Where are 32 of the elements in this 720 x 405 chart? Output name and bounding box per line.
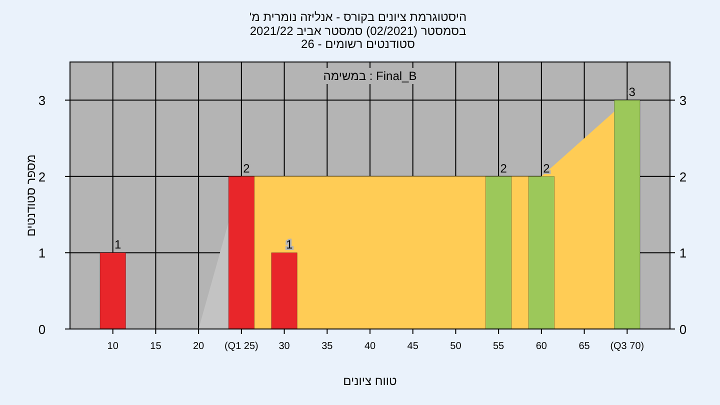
annotation: במשימה : Final_B bbox=[323, 69, 417, 83]
x-tick-label: (Q3 70) bbox=[610, 341, 644, 352]
data-label: 2 bbox=[243, 161, 250, 176]
y2-tick-label: 2 bbox=[679, 169, 687, 184]
y2-tick-label: 3 bbox=[679, 93, 687, 108]
x-tick-label: 55 bbox=[493, 341, 505, 352]
y-tick-label: 0 bbox=[38, 322, 46, 337]
y-tick-label: 1 bbox=[38, 246, 46, 261]
y-axis-title: מספר סטודנטים bbox=[24, 154, 38, 237]
x-tick-label: 50 bbox=[450, 341, 462, 352]
x-tick-label: 20 bbox=[193, 341, 205, 352]
data-label: 1 bbox=[114, 238, 122, 252]
chart-subtitle: בסמסטר (02/2021) סמסטר אביב 2021/22 סטודנטים רשומים - 26 bbox=[250, 24, 466, 51]
x-tick-label: (Q1 25) bbox=[224, 341, 258, 352]
x-tick-label: 15 bbox=[150, 341, 162, 352]
x-tick-label: 35 bbox=[322, 341, 334, 352]
data-label: 2 bbox=[543, 161, 550, 176]
x-tick-label: 65 bbox=[578, 341, 590, 352]
x-tick-label: 10 bbox=[107, 341, 119, 352]
x-tick-label: 30 bbox=[278, 341, 290, 352]
x-axis-title: טווח ציונים bbox=[343, 374, 398, 388]
y2-tick-label: 1 bbox=[679, 246, 687, 261]
x-tick-label: 40 bbox=[364, 341, 376, 352]
y2-tick-label: 0 bbox=[679, 322, 687, 337]
data-label: 1 bbox=[286, 238, 293, 252]
chart-title: היסטוגרמת ציונים בקורס - אנליזה נומרית מ' bbox=[249, 10, 467, 24]
y-tick-label: 2 bbox=[38, 169, 46, 184]
x-tick-label: 60 bbox=[536, 341, 548, 352]
data-label: 3 bbox=[628, 85, 636, 100]
y-tick-label: 3 bbox=[38, 93, 46, 108]
data-label: 2 bbox=[500, 161, 508, 176]
x-tick-label: 45 bbox=[407, 341, 419, 352]
